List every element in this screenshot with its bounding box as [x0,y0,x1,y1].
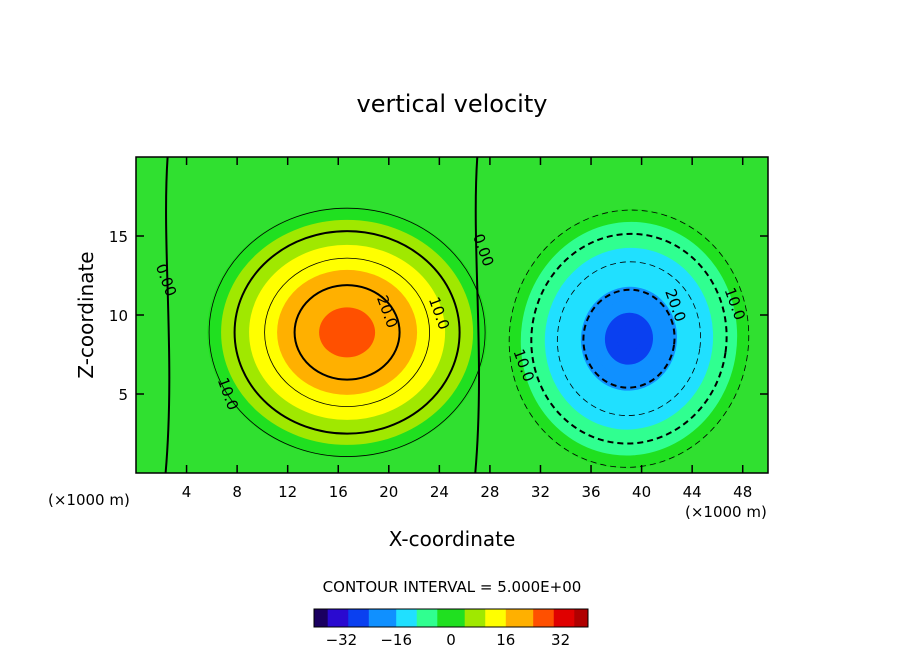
zero-contour-1 [164,157,171,473]
colorbar-cell-28 [505,609,514,627]
zero-contour-2 [474,157,481,473]
colorbar-tick-label-32: 32 [551,631,570,649]
colorbar-cell-37 [567,609,575,627]
x-tick-label-16: 16 [329,483,348,501]
colorbar-ticks: −32 −16 0 16 32 [326,631,571,649]
colorbar-cell-4 [341,609,349,627]
x-unit-right: (×1000 m) [685,503,767,521]
x-tick-label-40: 40 [632,483,651,501]
colorbar-cell-38 [574,609,582,627]
y-tick-label-10: 10 [109,307,128,325]
colorbar-cell-27 [498,609,507,627]
plot-area [136,157,768,473]
colorbar-cell-35 [553,609,562,627]
colorbar-cell-34 [546,609,555,627]
x-unit-left: (×1000 m) [48,491,130,509]
downdraft-contour-3 [530,232,728,445]
velocity-field [207,207,750,469]
colorbar-cell-13 [403,609,411,627]
updraft-contour-3 [233,230,461,435]
colorbar-cell-10 [382,609,390,627]
x-tick-label-24: 24 [430,483,449,501]
colorbar-cell-17 [430,609,438,627]
colorbar-cell-1 [320,609,329,627]
colorbar-cell-7 [361,609,370,627]
colorbar-cell-32 [533,609,541,627]
chart-title: vertical velocity [357,90,548,118]
updraft-level-10 [333,319,362,345]
x-tick-label-12: 12 [278,483,297,501]
colorbar-cell-15 [416,609,425,627]
colorbar-tick-label-16: 16 [496,631,515,649]
colorbar-cell-36 [560,609,568,627]
colorbar-cell-14 [409,609,418,627]
colorbar-tick-label--32: −32 [326,631,358,649]
x-tick-label-44: 44 [683,483,702,501]
downdraft-level-10 [616,325,641,352]
downdraft-contour-1 [582,288,676,389]
colorbar-cell-23 [471,609,479,627]
y-axis-ticks: 5 10 15 [109,228,768,404]
x-tick-label-48: 48 [733,483,752,501]
colorbar-cell-30 [519,609,527,627]
colorbar-cell-26 [492,609,500,627]
colorbar-cell-20 [451,609,459,627]
contour-interval-text: CONTOUR INTERVAL = 5.000E+00 [323,578,582,596]
updraft-contour-2 [264,257,430,408]
colorbar-cell-33 [540,609,548,627]
colorbar-tick-label-0: 0 [446,631,456,649]
colorbar-cell-12 [396,609,404,627]
colorbar-cell-29 [512,609,520,627]
colorbar-cell-6 [355,609,363,627]
colorbar-cell-8 [368,609,377,627]
colorbar-cell-24 [478,609,486,627]
colorbar-cell-11 [389,609,397,627]
x-tick-label-36: 36 [581,483,600,501]
colorbar-cell-19 [444,609,452,627]
x-tick-label-8: 8 [232,483,242,501]
y-axis-label: Z-coordinate [74,251,98,378]
updraft-contour-4 [208,207,486,457]
colorbar-cell-5 [348,609,356,627]
colorbar [313,608,589,628]
colorbar-cell-22 [464,609,473,627]
updraft-contour-1 [293,284,401,381]
colorbar-cell-2 [327,609,336,627]
colorbar-cell-0 [314,609,322,627]
colorbar-cell-16 [423,609,431,627]
colorbar-cell-39 [581,609,589,627]
contour-lines [164,157,750,473]
downdraft-contour-2 [556,261,701,416]
colorbar-cell-25 [485,609,493,627]
x-axis-ticks: 4 8 12 16 20 24 28 32 36 40 44 48 [182,157,752,501]
colorbar-cell-31 [526,609,534,627]
x-tick-label-32: 32 [531,483,550,501]
colorbar-tick-label--16: −16 [380,631,412,649]
x-tick-label-28: 28 [480,483,499,501]
y-tick-label-5: 5 [118,386,128,404]
colorbar-cell-18 [437,609,445,627]
colorbar-cell-9 [375,609,383,627]
colorbar-cell-3 [334,609,342,627]
colorbar-frame [313,608,589,628]
y-tick-label-15: 15 [109,228,128,246]
downdraft-contour-4 [508,209,750,468]
colorbar-cell-21 [457,609,466,627]
x-tick-label-4: 4 [182,483,192,501]
x-axis-label: X-coordinate [389,527,516,551]
x-tick-label-20: 20 [379,483,398,501]
